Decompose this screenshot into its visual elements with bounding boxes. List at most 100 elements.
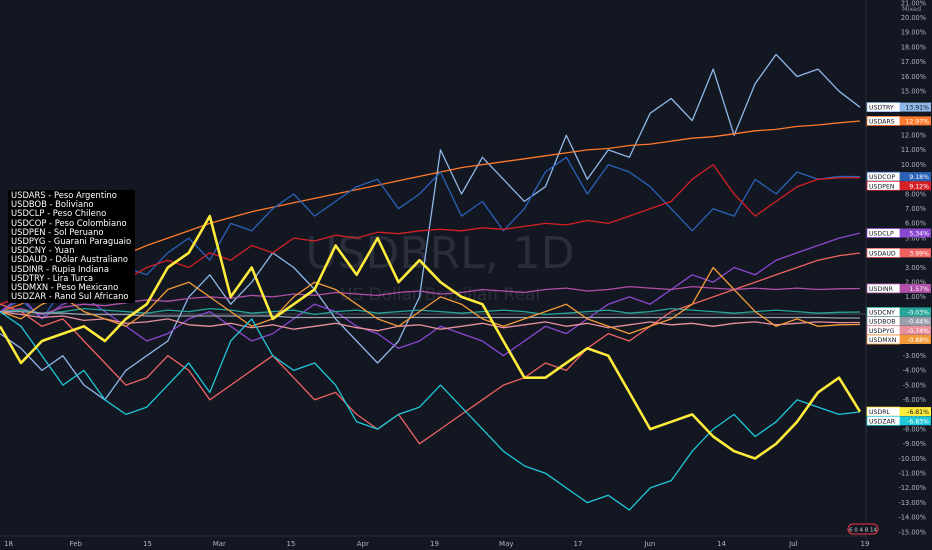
y-tick-label: 2.00% (905, 279, 926, 287)
x-tick-label: 17 (574, 540, 583, 548)
badge-value: -6.83% (907, 418, 929, 425)
y-tick-label: 10.00% (901, 161, 926, 169)
x-tick-label: Apr (357, 540, 369, 548)
y-tick-label: -6.00% (903, 396, 926, 404)
y-tick-label: 19.00% (901, 29, 926, 37)
badge-usdrl: USDRL -6.81% (866, 406, 931, 417)
series-line-usdclp[interactable] (0, 232, 861, 357)
badge-symbol: USDMXN (869, 337, 897, 344)
x-tick-label: 19 (861, 540, 870, 548)
series-line-usdbob[interactable] (0, 310, 860, 319)
y-axis: 21.00% 20.00% 19.00% 18.00% 17.00% 16.00% 15.0… (898, 0, 926, 536)
legend-item: USDCLP - Peso Chileno (11, 208, 107, 219)
series-line-usdcop[interactable] (0, 156, 861, 320)
watermark-symbol: USDBRL, 1D (305, 228, 574, 279)
x-tick-label: Jul (788, 540, 798, 548)
y-tick-label: -4.00% (903, 367, 926, 375)
y-tick-label: 1.00% (905, 293, 926, 301)
legend-item: USDCOP - Peso Colombiano (11, 217, 127, 228)
badge-value: 9.12% (909, 183, 929, 190)
badge-usdmxn: USDMXN -0.88% (866, 334, 931, 345)
badge-usdinr: USDINR 1.57% (866, 283, 931, 294)
series-line-usdars[interactable] (0, 120, 861, 313)
legend-item: USDBOB - Boliviano (11, 199, 94, 210)
badge-value: 5.34% (909, 231, 929, 238)
legend-item: USDARS - Peso Argentino (11, 190, 117, 200)
badge-value: -0.03% (907, 309, 929, 316)
series-line-usdaud[interactable] (0, 252, 861, 445)
x-tick-label: Mar (213, 540, 226, 548)
y-tick-label: 8.00% (905, 190, 926, 198)
y-tick-label: 5.00% (905, 234, 926, 242)
badge-value: 9.18% (909, 174, 929, 181)
y-tick-label: -8.00% (903, 425, 926, 433)
x-tick-label: Jun (643, 540, 655, 548)
x-tick-label: Feb (70, 540, 83, 548)
watermark: USDBRL, 1D US Dollar/Brazilian Real (305, 228, 574, 305)
series-line-usdpyg[interactable] (0, 310, 861, 332)
badge-usdars: USDARS 12.97% (866, 116, 931, 126)
y-tick-label: 7.00% (905, 205, 926, 213)
series-line-usdrl[interactable] (0, 214, 862, 460)
badge-usdtry: USDTRY 13.91% (866, 102, 931, 112)
badge-usdclp: USDCLP 5.34% (866, 228, 931, 238)
legend-item: USDAUD - Dólar Australiano (11, 254, 129, 265)
y-tick-label: -12.00% (898, 484, 926, 492)
y-tick-label: -14.00% (898, 514, 926, 522)
y-tick-label: 15.00% (901, 88, 926, 96)
badge-symbol: USDAUD (869, 250, 896, 257)
y-tick-label: 20.00% (901, 14, 926, 22)
x-tick-label: 19 (430, 540, 439, 548)
series-line-usdpen[interactable] (0, 163, 861, 305)
badge-usdzar: USDZAR -6.83% (866, 415, 931, 426)
y-tick-label: 16.00% (901, 73, 926, 81)
series-line-usdtry[interactable] (0, 53, 861, 401)
scale-toggle[interactable]: 6 0 4 8 14 (847, 523, 879, 535)
badge-symbol: USDBOB (869, 319, 895, 326)
legend-item: USDPYG - Guarani Paraguaio (11, 236, 132, 247)
legend-item: USDZAR - Rand Sul Africano (11, 291, 129, 302)
x-axis: 18 Feb 15 Mar 15 Apr 19 May 17 Jun 14 Jul 19 (4, 540, 869, 548)
y-tick-label: -10.00% (898, 455, 926, 463)
legend-item: USDMXN - Peso Mexicano (11, 282, 119, 293)
series-line-usdmxn[interactable] (0, 266, 861, 335)
y-tick-label: -11.00% (898, 470, 926, 478)
series-line-usdcny[interactable] (0, 307, 861, 316)
y-tick-label: 11.00% (901, 146, 926, 154)
badge-symbol: USDRL (869, 409, 891, 416)
badge-symbol: USDCOP (869, 174, 895, 181)
y-tick-label: 17.00% (901, 58, 926, 66)
badge-symbol: USDZAR (869, 418, 896, 425)
y-tick-label: 3.00% (905, 264, 926, 272)
y-tick-label: -9.00% (903, 440, 926, 448)
badge-usdpen: USDPEN 9.12% (866, 180, 931, 191)
badge-symbol: USDARS (869, 118, 895, 125)
series-line-usdzar[interactable] (0, 311, 861, 511)
y-tick-label: 6.00% (905, 220, 926, 228)
series-line-usdinr[interactable] (0, 285, 861, 316)
badge-usdcop: USDCOP 9.18% (866, 171, 931, 182)
y-tick-label: -13.00% (898, 499, 926, 507)
svg-text:6 0 4 8 14: 6 0 4 8 14 (849, 528, 877, 534)
badge-usdpyg: USDPYG -0.74% (866, 325, 931, 336)
x-tick-label: 15 (287, 540, 296, 548)
scale-mode-label: Mixed (902, 5, 921, 13)
badge-value: 3.99% (909, 250, 929, 257)
y-tick-label: 18.00% (901, 43, 926, 51)
y-tick-label: 12.00% (901, 132, 926, 140)
y-tick-label: -3.00% (903, 352, 926, 360)
y-tick-label: 21.00% (901, 0, 926, 7)
badge-value: -0.74% (907, 328, 929, 335)
y-tick-label: -5.00% (903, 381, 926, 389)
badge-value: -0.44% (907, 319, 929, 326)
x-tick-label: 14 (717, 540, 726, 548)
badge-usdcny: USDCNY -0.03% (866, 306, 931, 317)
legend-item: USDTRY - Lira Turca (11, 272, 94, 283)
badge-usdbob: USDBOB -0.44% (866, 316, 931, 327)
legend-item: USDPEN - Sol Peruano (11, 226, 104, 237)
x-tick-label: May (499, 540, 513, 548)
series-layer (0, 53, 862, 511)
x-tick-label: 15 (143, 540, 152, 548)
badge-symbol: USDPEN (869, 183, 895, 190)
